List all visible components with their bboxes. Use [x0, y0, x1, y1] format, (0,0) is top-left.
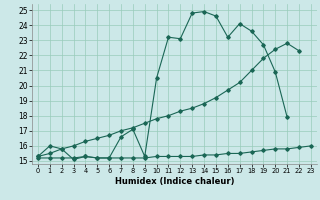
- X-axis label: Humidex (Indice chaleur): Humidex (Indice chaleur): [115, 177, 234, 186]
